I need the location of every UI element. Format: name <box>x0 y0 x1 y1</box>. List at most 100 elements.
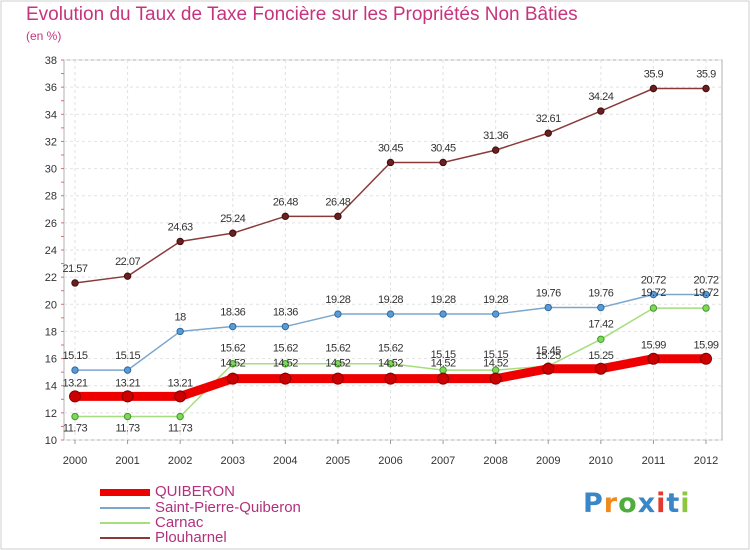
data-label-quiberon: 13.21 <box>62 377 87 389</box>
data-label-plouharnel: 26.48 <box>325 196 350 208</box>
data-label-saint-pierre-quiberon: 15.15 <box>115 350 140 362</box>
data-label-carnac: 15.62 <box>325 343 350 355</box>
data-label-carnac: 15.45 <box>536 345 561 357</box>
data-label-quiberon: 15.99 <box>641 340 666 352</box>
y-tick-label: 30 <box>45 164 57 176</box>
data-point-saint-pierre-quiberon <box>281 322 290 331</box>
data-label-quiberon: 13.21 <box>115 377 140 389</box>
data-point-carnac <box>702 304 710 312</box>
y-tick-label: 26 <box>45 218 57 230</box>
data-point-plouharnel <box>123 272 132 280</box>
data-label-saint-pierre-quiberon: 19.76 <box>536 288 561 300</box>
data-point-saint-pierre-quiberon <box>71 366 79 374</box>
data-point-saint-pierre-quiberon <box>176 327 184 336</box>
legend-swatch-saint-pierre-quiberon <box>100 507 150 509</box>
data-point-carnac <box>123 412 132 421</box>
data-label-saint-pierre-quiberon: 19.28 <box>325 294 350 306</box>
x-tick-label: 2001 <box>115 455 139 467</box>
data-label-plouharnel: 26.48 <box>273 196 298 208</box>
data-point-plouharnel <box>334 212 342 221</box>
chart-title: Evolution du Taux de Taxe Foncière sur l… <box>26 4 578 25</box>
data-label-carnac: 15.62 <box>378 343 403 355</box>
data-point-saint-pierre-quiberon <box>702 290 710 299</box>
data-label-saint-pierre-quiberon: 18 <box>175 311 187 323</box>
data-label-carnac: 15.15 <box>431 349 456 361</box>
data-point-quiberon <box>594 362 607 375</box>
data-point-plouharnel <box>229 229 237 237</box>
data-label-quiberon: 14.52 <box>378 358 403 370</box>
data-label-quiberon: 14.52 <box>273 358 298 370</box>
data-label-plouharnel: 30.45 <box>431 142 456 154</box>
data-point-carnac <box>71 412 79 421</box>
data-point-plouharnel <box>176 237 184 246</box>
x-tick-label: 2008 <box>483 455 507 467</box>
data-label-saint-pierre-quiberon: 19.28 <box>431 294 456 306</box>
data-point-carnac <box>281 360 290 368</box>
data-point-quiberon <box>437 372 450 385</box>
data-label-plouharnel: 31.36 <box>483 130 508 142</box>
data-label-plouharnel: 35.9 <box>696 69 716 81</box>
data-label-carnac: 19.72 <box>693 287 718 299</box>
x-tick-label: 2009 <box>536 455 560 467</box>
data-point-carnac <box>649 304 658 312</box>
data-label-plouharnel: 24.63 <box>168 221 193 233</box>
y-tick-label: 10 <box>45 435 57 447</box>
data-label-plouharnel: 32.61 <box>536 113 561 125</box>
data-point-plouharnel <box>439 158 447 167</box>
data-label-carnac: 11.73 <box>115 423 140 435</box>
data-point-plouharnel <box>702 84 710 93</box>
data-label-quiberon: 14.52 <box>325 358 350 370</box>
data-point-plouharnel <box>71 279 79 287</box>
data-point-quiberon <box>279 372 292 385</box>
x-tick-label: 2002 <box>168 455 192 467</box>
legend-swatch-quiberon <box>100 489 150 496</box>
data-label-carnac: 11.73 <box>63 423 88 435</box>
data-label-quiberon: 15.25 <box>588 350 613 362</box>
data-label-plouharnel: 25.24 <box>220 213 245 225</box>
y-tick-label: 36 <box>45 82 57 94</box>
y-tick-label: 12 <box>45 408 57 420</box>
y-tick-label: 14 <box>45 381 57 393</box>
y-tick-label: 24 <box>45 245 57 257</box>
data-point-carnac <box>597 335 605 343</box>
data-point-quiberon <box>700 352 712 365</box>
data-label-carnac: 11.73 <box>168 423 193 435</box>
data-point-saint-pierre-quiberon <box>491 310 500 318</box>
data-label-plouharnel: 35.9 <box>644 69 664 81</box>
x-tick-label: 2003 <box>221 455 245 467</box>
data-label-saint-pierre-quiberon: 19.28 <box>483 294 508 306</box>
data-label-plouharnel: 34.24 <box>588 91 613 103</box>
data-point-plouharnel <box>491 146 500 154</box>
data-point-quiberon <box>69 390 81 403</box>
y-tick-label: 20 <box>45 299 57 311</box>
proxiti-logo: Proxiti <box>583 488 691 519</box>
data-label-quiberon: 15.25 <box>536 350 561 362</box>
legend-swatch-carnac <box>100 522 150 524</box>
data-point-saint-pierre-quiberon <box>544 303 552 312</box>
data-point-plouharnel <box>544 129 552 137</box>
data-point-carnac <box>229 360 237 368</box>
data-label-quiberon: 13.21 <box>168 377 193 389</box>
data-label-saint-pierre-quiberon: 20.72 <box>641 275 666 287</box>
legend-label-saint-pierre-quiberon: Saint-Pierre-Quiberon <box>155 499 301 516</box>
x-tick-label: 2004 <box>273 455 297 467</box>
y-tick-label: 16 <box>45 354 57 366</box>
x-tick-label: 2007 <box>431 455 455 467</box>
data-point-quiberon <box>331 372 344 385</box>
data-point-quiberon <box>542 362 555 375</box>
chart-unit-label: (en %) <box>26 29 62 43</box>
data-point-saint-pierre-quiberon <box>229 322 237 331</box>
data-label-carnac: 15.62 <box>273 343 298 355</box>
data-point-quiberon <box>226 372 239 385</box>
x-tick-label: 2006 <box>378 455 402 467</box>
legend-label-quiberon: QUIBERON <box>155 483 236 500</box>
data-label-saint-pierre-quiberon: 18.36 <box>220 307 245 319</box>
data-label-carnac: 19.72 <box>641 287 666 299</box>
data-label-saint-pierre-quiberon: 18.36 <box>273 307 298 319</box>
data-point-quiberon <box>384 372 397 385</box>
x-tick-label: 2012 <box>694 455 718 467</box>
data-label-carnac: 15.62 <box>220 343 245 355</box>
data-point-plouharnel <box>386 158 395 167</box>
data-point-plouharnel <box>649 84 658 93</box>
